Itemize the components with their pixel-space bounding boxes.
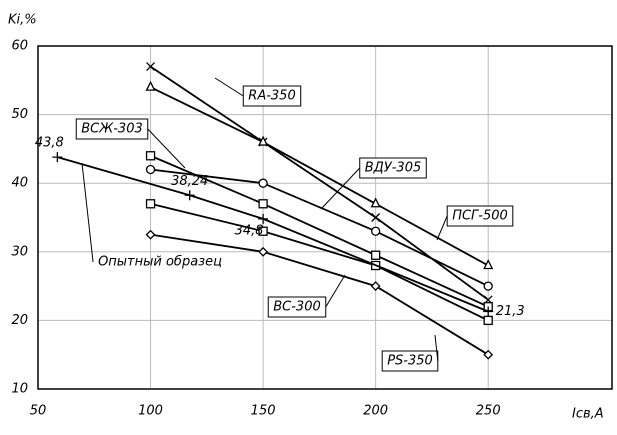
marker: [258, 135, 269, 146]
x-tick-label: 100: [138, 404, 163, 419]
marker: [483, 315, 493, 326]
leader-line: [434, 334, 439, 362]
marker: [145, 151, 156, 161]
marker: [483, 306, 494, 317]
marker: [370, 226, 381, 236]
series-label: ВС-300: [273, 300, 321, 315]
marker: [258, 246, 269, 257]
y-tick-label: 50: [11, 107, 28, 122]
series-label: ВСЖ-303: [81, 122, 143, 137]
marker: [258, 199, 268, 209]
series-line: [150, 202, 489, 322]
series-line: [150, 233, 489, 356]
series-label: ВДУ-305: [365, 161, 422, 176]
value-label: 43,8: [35, 136, 64, 151]
marker: [483, 281, 493, 291]
series-line: [150, 168, 489, 287]
x-tick-label: 150: [251, 404, 276, 419]
y-tick-label: 20: [11, 313, 28, 328]
marker: [145, 199, 156, 209]
marker: [371, 213, 381, 222]
y-tick-label: 30: [11, 244, 28, 259]
marker: [258, 213, 269, 224]
x-axis-title: Iсв,A: [572, 407, 604, 422]
y-axis-title: Ki,%: [8, 13, 37, 28]
x-tick-label: 50: [30, 404, 47, 419]
value-label: 21,3: [496, 304, 525, 319]
plot-frame: [37, 45, 613, 390]
marker: [370, 281, 381, 292]
marker: [146, 62, 156, 72]
marker: [483, 349, 494, 360]
y-tick-label: 60: [11, 39, 28, 54]
value-label: 38,24: [171, 174, 208, 189]
value-label: 34,8: [235, 223, 264, 238]
marker: [370, 197, 381, 208]
x-tick-label: 250: [476, 404, 501, 419]
leader-line: [214, 77, 244, 97]
marker: [258, 226, 268, 236]
series-line: [150, 154, 489, 308]
marker: [370, 250, 381, 260]
series-line: [57, 156, 489, 313]
series-label: PS-350: [387, 354, 433, 369]
series-label: ПСГ-500: [452, 209, 508, 224]
marker: [145, 80, 156, 91]
x-tick-label: 200: [363, 404, 388, 419]
marker: [145, 164, 156, 175]
marker: [52, 152, 63, 163]
leader-line: [325, 274, 346, 308]
leader-line: [436, 215, 448, 241]
series-label: Опытный образец: [98, 255, 222, 270]
leader-line: [147, 128, 186, 169]
leader-line: [81, 162, 94, 263]
leader-line: [321, 167, 361, 209]
marker: [145, 229, 156, 240]
marker: [483, 259, 494, 270]
series-label: RA-350: [248, 89, 295, 104]
y-tick-label: 10: [11, 382, 28, 397]
y-tick-label: 40: [11, 176, 28, 191]
marker: [184, 190, 195, 201]
series-line: [150, 86, 489, 267]
marker: [258, 178, 268, 188]
